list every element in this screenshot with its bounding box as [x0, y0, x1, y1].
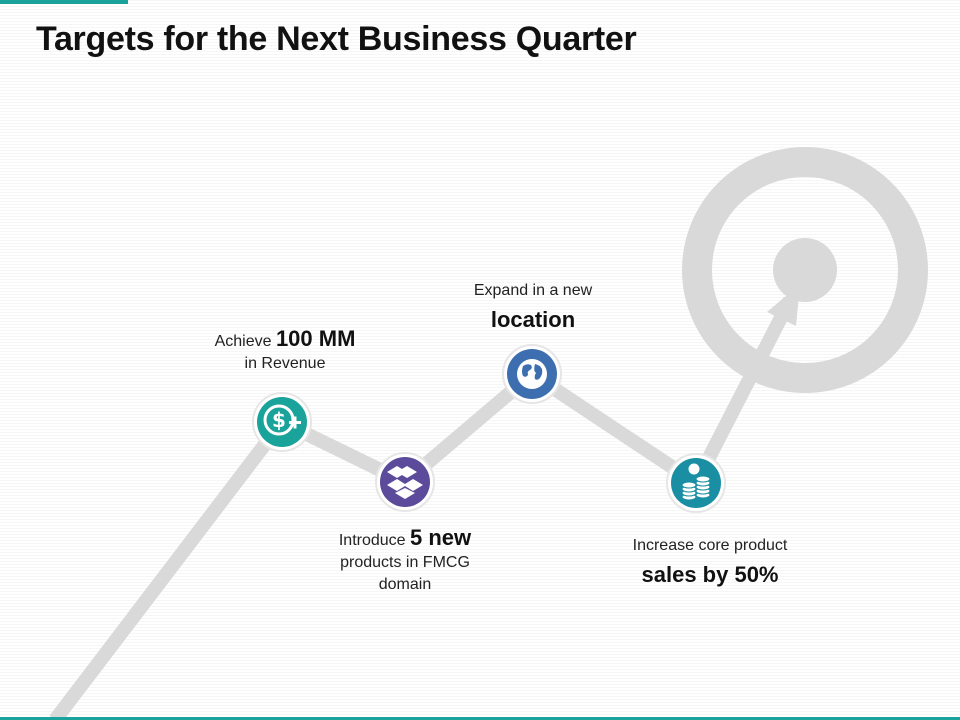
- coin-stacks-icon: [681, 462, 711, 501]
- milestone-revenue-node: $: [252, 392, 312, 452]
- location-target-pre: Expand in a new: [473, 282, 593, 299]
- products-target-pre: Introduce: [338, 532, 406, 549]
- target-bullseye-icon: [682, 147, 928, 393]
- location-target-label: Expand in a new location: [413, 280, 653, 338]
- location-target-highlight: location: [490, 307, 576, 332]
- revenue-target-label: Achieve 100 MM in Revenue: [160, 328, 410, 375]
- milestone-sales-node: [666, 453, 726, 513]
- sales-target-highlight: sales by 50%: [641, 562, 779, 587]
- page-title: Targets for the Next Business Quarter: [36, 20, 637, 58]
- products-target-label: Introduce 5 new products in FMCG domain: [300, 527, 510, 596]
- dollar-plus-icon: $: [263, 404, 301, 436]
- products-target-highlight: 5 new: [410, 525, 472, 550]
- dropbox-box-icon: [387, 466, 423, 499]
- sales-target-pre: Increase core product: [632, 537, 788, 554]
- svg-text:$: $: [272, 408, 286, 432]
- revenue-target-pre: Achieve: [214, 333, 272, 350]
- bottom-accent-line: [0, 717, 960, 720]
- milestone-products-node: [375, 452, 435, 512]
- sales-target-label: Increase core product sales by 50%: [590, 535, 830, 593]
- revenue-target-post: in Revenue: [244, 355, 326, 372]
- products-target-post: products in FMCG domain: [340, 554, 470, 593]
- top-accent-bar: [0, 0, 128, 4]
- revenue-target-highlight: 100 MM: [275, 326, 356, 351]
- globe-icon: [517, 359, 547, 389]
- growth-track-line: [49, 296, 797, 720]
- milestone-location-node: [502, 344, 562, 404]
- growth-arrow-head: [767, 284, 800, 326]
